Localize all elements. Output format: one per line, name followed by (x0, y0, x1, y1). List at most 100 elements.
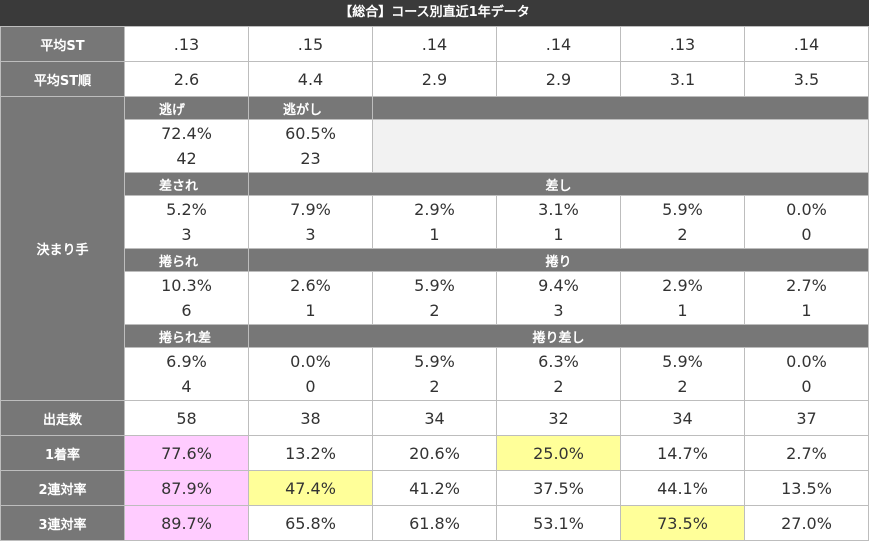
cell-pct: 3.1% (538, 200, 579, 219)
cell-nigashi: 60.5% 23 (248, 119, 373, 173)
cell-win-rate-3: 20.6% (372, 435, 497, 471)
cell-nige: 72.4% 42 (124, 119, 249, 173)
cell-avg-st-rank-2: 4.4 (248, 61, 373, 97)
cell-makuri-6: 2.7% 1 (744, 271, 869, 325)
cell-win-rate-2: 13.2% (248, 435, 373, 471)
cell-count: 1 (305, 301, 316, 320)
cell-starts-6: 37 (744, 400, 869, 436)
table-row-top3-rate: 3連対率 89.7% 65.8% 61.8% 53.1% 73.5% 27.0% (0, 505, 869, 541)
cell-count: 2 (429, 301, 440, 320)
cell-top2-rate-2: 47.4% (248, 470, 373, 506)
cell-top2-rate-4: 37.5% (496, 470, 621, 506)
cell-top2-rate-6: 13.5% (744, 470, 869, 506)
sub-header-nige: 逃げ (124, 96, 249, 120)
cell-nige-count: 42 (176, 149, 197, 168)
cell-avg-st-5: .13 (620, 26, 745, 62)
sub-header-sashi: 差し (248, 172, 869, 196)
cell-count: 1 (429, 225, 440, 244)
cell-sashi-4: 3.1% 1 (496, 195, 621, 249)
table-row-kimarite-makuri-sashi: 6.9% 4 0.0% 0 5.9% 2 6.3% 2 5.9% 2 0.0% 0 (1, 347, 869, 401)
sub-header-blank (372, 96, 869, 120)
cell-pct: 6.9% (166, 352, 207, 371)
cell-top2-rate-3: 41.2% (372, 470, 497, 506)
cell-makuri-4: 9.4% 3 (496, 271, 621, 325)
row-label-avg-st: 平均ST (0, 26, 125, 62)
cell-avg-st-rank-4: 2.9 (496, 61, 621, 97)
cell-avg-st-rank-1: 2.6 (124, 61, 249, 97)
cell-top3-rate-5: 73.5% (620, 505, 745, 541)
cell-count: 4 (181, 377, 192, 396)
cell-sashi-6: 0.0% 0 (744, 195, 869, 249)
cell-top3-rate-3: 61.8% (372, 505, 497, 541)
table-row-kimarite-nige: 72.4% 42 60.5% 23 (1, 119, 869, 173)
cell-starts-3: 34 (372, 400, 497, 436)
cell-nigashi-pct: 60.5% (285, 124, 336, 143)
cell-count: 0 (801, 377, 812, 396)
cell-pct: 9.4% (538, 276, 579, 295)
cell-count: 1 (553, 225, 564, 244)
cell-pct: 0.0% (786, 200, 827, 219)
cell-count: 2 (677, 225, 688, 244)
cell-pct: 2.9% (662, 276, 703, 295)
cell-pct: 10.3% (161, 276, 212, 295)
cell-makuri-5: 2.9% 1 (620, 271, 745, 325)
cell-top2-rate-5: 44.1% (620, 470, 745, 506)
cell-count: 0 (305, 377, 316, 396)
sub-header-makurare-sashi: 捲られ差 (124, 324, 249, 348)
cell-top3-rate-4: 53.1% (496, 505, 621, 541)
cell-avg-st-1: .13 (124, 26, 249, 62)
cell-pct: 6.3% (538, 352, 579, 371)
cell-makuri-sashi-1: 6.9% 4 (124, 347, 249, 401)
cell-top3-rate-1: 89.7% (124, 505, 249, 541)
cell-makuri-1: 10.3% 6 (124, 271, 249, 325)
cell-pct: 5.9% (662, 200, 703, 219)
course-data-table: 平均ST .13 .15 .14 .14 .13 .14 平均ST順 2.6 4… (0, 26, 869, 541)
cell-top2-rate-1: 87.9% (124, 470, 249, 506)
table-row-avg-st: 平均ST .13 .15 .14 .14 .13 .14 (0, 26, 869, 62)
table-row-kimarite-nige-header: 決まり手 逃げ 逃がし (0, 96, 869, 401)
cell-sashi-2: 7.9% 3 (248, 195, 373, 249)
cell-sashi-1: 5.2% 3 (124, 195, 249, 249)
cell-pct: 2.6% (290, 276, 331, 295)
table-row-kimarite-sashi-header: 差され 差し (1, 172, 869, 196)
cell-top3-rate-2: 65.8% (248, 505, 373, 541)
cell-count: 3 (181, 225, 192, 244)
cell-makuri-3: 5.9% 2 (372, 271, 497, 325)
cell-count: 2 (429, 377, 440, 396)
table-row-kimarite-makuri-header: 捲られ 捲り (1, 248, 869, 272)
cell-pct: 5.9% (414, 352, 455, 371)
sub-header-sasare: 差され (124, 172, 249, 196)
cell-sashi-5: 5.9% 2 (620, 195, 745, 249)
table-row-kimarite-makuri-sashi-header: 捲られ差 捲り差し (1, 324, 869, 348)
cell-pct: 7.9% (290, 200, 331, 219)
cell-pct: 0.0% (290, 352, 331, 371)
cell-count: 3 (305, 225, 316, 244)
cell-avg-st-6: .14 (744, 26, 869, 62)
row-label-avg-st-rank: 平均ST順 (0, 61, 125, 97)
cell-pct: 5.9% (662, 352, 703, 371)
cell-avg-st-rank-5: 3.1 (620, 61, 745, 97)
cell-pct: 0.0% (786, 352, 827, 371)
sub-header-makuri: 捲り (248, 248, 869, 272)
cell-avg-st-4: .14 (496, 26, 621, 62)
table-title: 【総合】コース別直近1年データ (0, 0, 869, 26)
cell-nigashi-count: 23 (300, 149, 321, 168)
cell-pct: 5.2% (166, 200, 207, 219)
row-label-kimarite: 決まり手 (0, 96, 125, 401)
cell-count: 1 (801, 301, 812, 320)
row-label-starts: 出走数 (0, 400, 125, 436)
cell-win-rate-6: 2.7% (744, 435, 869, 471)
row-label-top2-rate: 2連対率 (0, 470, 125, 506)
cell-avg-st-2: .15 (248, 26, 373, 62)
cell-count: 1 (677, 301, 688, 320)
cell-pct: 5.9% (414, 276, 455, 295)
cell-makuri-sashi-6: 0.0% 0 (744, 347, 869, 401)
cell-top3-rate-6: 27.0% (744, 505, 869, 541)
cell-starts-4: 32 (496, 400, 621, 436)
cell-pct: 2.7% (786, 276, 827, 295)
cell-makuri-sashi-3: 5.9% 2 (372, 347, 497, 401)
cell-avg-st-rank-6: 3.5 (744, 61, 869, 97)
cell-win-rate-4: 25.0% (496, 435, 621, 471)
cell-avg-st-rank-3: 2.9 (372, 61, 497, 97)
cell-starts-1: 58 (124, 400, 249, 436)
